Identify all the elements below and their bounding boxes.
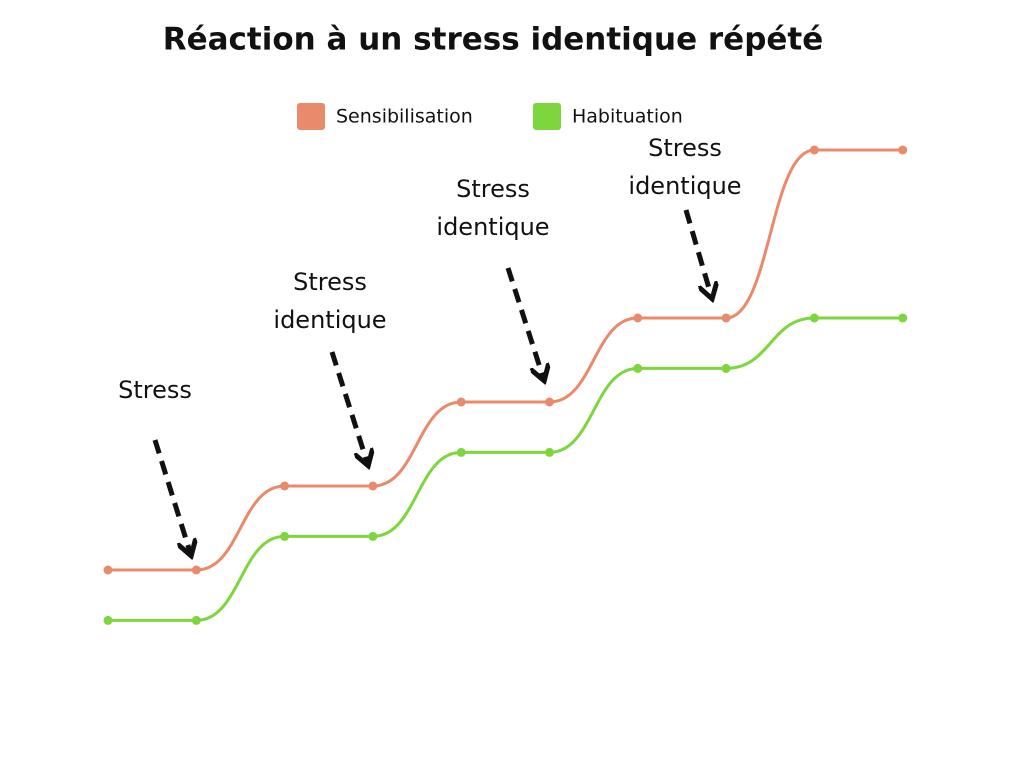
data-point (809, 145, 819, 155)
plot (103, 145, 908, 625)
legend-label: Habituation (572, 106, 683, 128)
data-point (545, 447, 554, 457)
data-point (633, 313, 643, 323)
annotation: Stress (293, 268, 367, 296)
data-point (280, 531, 290, 541)
annotation: identique (628, 172, 741, 200)
data-point (721, 363, 731, 373)
data-point (809, 313, 819, 323)
annotation-arrow (152, 439, 190, 552)
annotation: identique (273, 306, 386, 334)
data-point (721, 313, 731, 323)
data-point (103, 565, 113, 575)
data-point (898, 313, 908, 323)
legend-swatch (297, 103, 325, 130)
data-point (545, 397, 554, 407)
data-point (191, 565, 201, 575)
data-point (103, 615, 113, 625)
legend-label: Sensibilisation (336, 106, 473, 128)
annotation: Stress (648, 134, 722, 162)
data-point (280, 481, 290, 491)
data-point (368, 481, 378, 491)
legend-swatch (533, 103, 561, 130)
annotation-arrow (329, 351, 367, 462)
annotation: identique (436, 213, 549, 241)
annotation: Stress (118, 376, 192, 404)
data-point (456, 447, 466, 457)
data-point (898, 145, 908, 155)
annotation-arrow (505, 267, 543, 377)
annotation-arrow (683, 209, 711, 295)
data-point (368, 531, 378, 541)
annotation: Stress (456, 175, 530, 203)
legend: Sensibilisation Habituation (297, 103, 683, 130)
data-point (633, 363, 643, 373)
chart-title: Réaction à un stress identique répété (163, 22, 824, 58)
series-line (108, 148, 903, 572)
data-point (191, 615, 201, 625)
series-line (108, 316, 903, 622)
annotations: Stress Stress identique Stress identique Stre… (118, 134, 742, 552)
data-point (456, 397, 466, 407)
